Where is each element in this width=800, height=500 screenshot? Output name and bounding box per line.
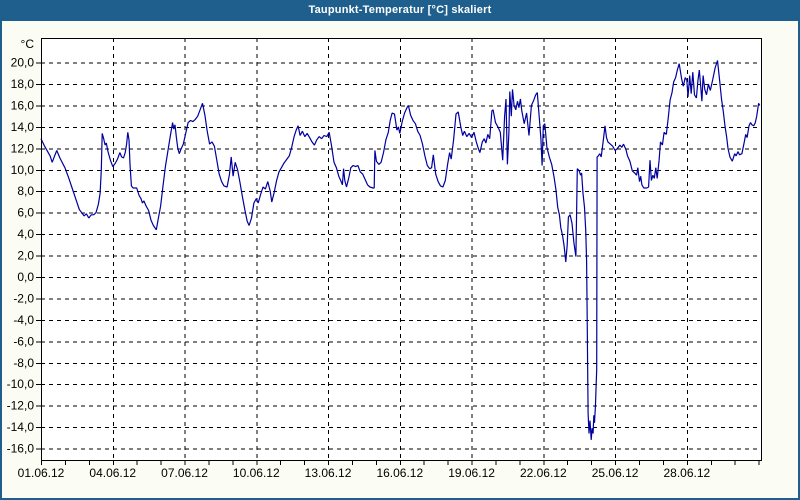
y-axis-label: -16,0 (7, 442, 35, 456)
y-axis-label: 10,0 (11, 163, 35, 177)
y-axis-unit-label: °C (21, 37, 35, 51)
temperature-line (40, 60, 761, 440)
y-axis-label: -4,0 (13, 313, 34, 327)
title-bar[interactable]: Taupunkt-Temperatur [°C] skaliert (0, 0, 800, 21)
plot-area (41, 38, 761, 460)
x-axis-label: 01.06.12 (18, 466, 65, 480)
y-axis-label: -12,0 (7, 399, 35, 413)
y-axis-label: -2,0 (13, 291, 34, 305)
x-axis-label: 07.06.12 (161, 466, 208, 480)
y-axis-label: 0,0 (17, 270, 34, 284)
y-axis-label: 4,0 (17, 227, 34, 241)
x-axis-label: 19.06.12 (448, 466, 495, 480)
x-axis-label: 25.06.12 (592, 466, 639, 480)
x-axis-label: 16.06.12 (376, 466, 423, 480)
y-axis-label: -14,0 (7, 420, 35, 434)
y-axis-label: 20,0 (11, 56, 35, 70)
y-axis-label: -8,0 (13, 356, 34, 370)
x-axis-label: 28.06.12 (663, 466, 710, 480)
y-axis-label: 12,0 (11, 141, 35, 155)
y-axis-label: 18,0 (11, 77, 35, 91)
y-axis-label: -10,0 (7, 377, 35, 391)
y-axis-label: 6,0 (17, 206, 34, 220)
y-axis-label: 8,0 (17, 184, 34, 198)
y-axis-label: 14,0 (11, 120, 35, 134)
plot-border (41, 38, 762, 461)
window-title: Taupunkt-Temperatur [°C] skaliert (308, 4, 492, 16)
x-axis-label: 10.06.12 (233, 466, 280, 480)
x-axis-label: 13.06.12 (305, 466, 352, 480)
y-axis-label: 16,0 (11, 98, 35, 112)
y-axis-label: -6,0 (13, 334, 34, 348)
y-axis-label: 2,0 (17, 249, 34, 263)
x-axis-label: 22.06.12 (520, 466, 567, 480)
x-axis-label: 04.06.12 (89, 466, 136, 480)
